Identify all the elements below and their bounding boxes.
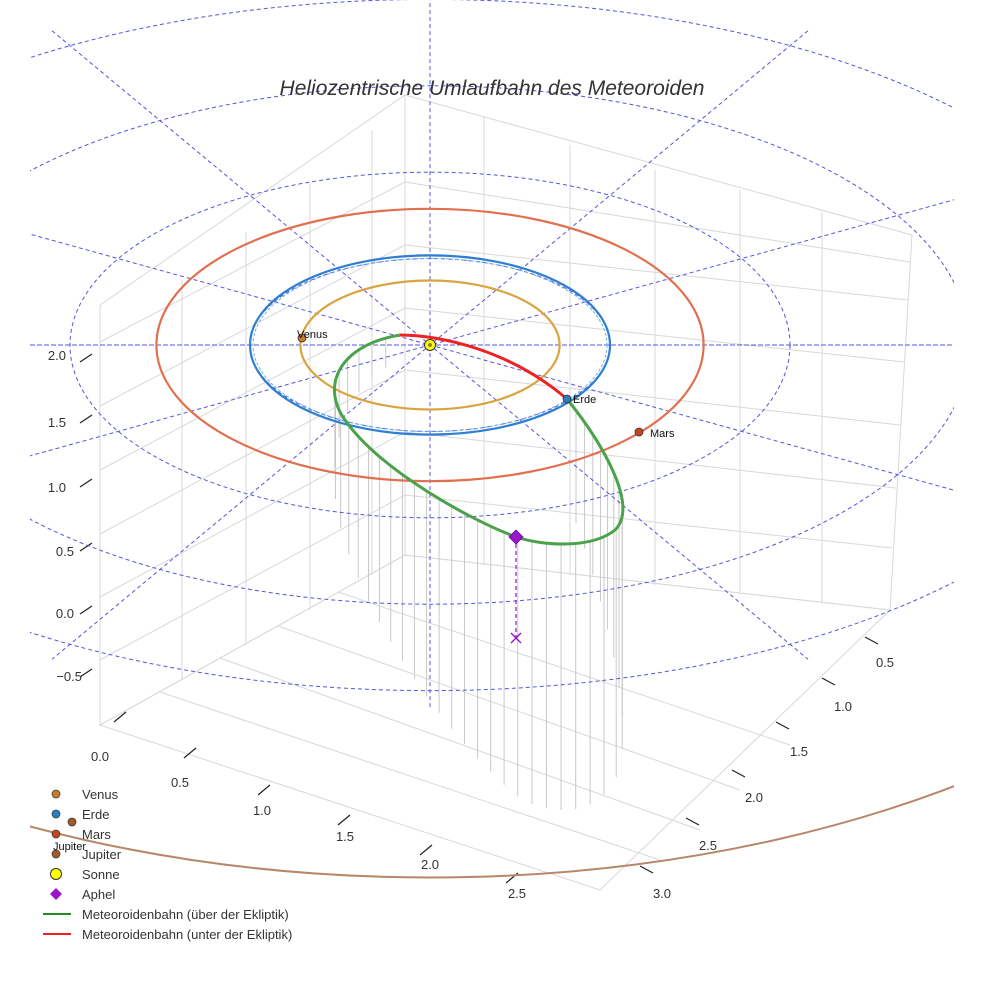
- legend-item: Meteoroidenbahn (über der Ekliptik): [43, 907, 289, 922]
- venus-label: Venus: [297, 329, 328, 341]
- jupiter-label: Jupiter: [53, 841, 86, 853]
- x-tick-label: 1.0: [253, 803, 271, 818]
- earth-marker: [562, 394, 572, 404]
- legend-dot: [51, 809, 61, 819]
- axis-ticks: [79, 353, 879, 884]
- venus-marker: [297, 333, 307, 343]
- z-tick-label: 0.5: [56, 544, 74, 559]
- y-tick-label: 2.5: [699, 838, 717, 853]
- legend-diamond: [50, 888, 62, 900]
- x-tick-label: 0.5: [171, 775, 189, 790]
- z-tick-label: 0.0: [56, 606, 74, 621]
- x-tick-label: 2.5: [508, 886, 526, 901]
- mars-orbit: [155, 207, 705, 483]
- y-tick-label: 3.0: [653, 886, 671, 901]
- box-grid: [98, 94, 913, 891]
- legend-label: Erde: [82, 807, 109, 822]
- z-axis-ticks: 2.0 1.5 1.0 0.5 0.0 −0.5: [48, 348, 82, 684]
- legend-label: Jupiter: [82, 847, 122, 862]
- z-tick-label: 2.0: [48, 348, 66, 363]
- x-tick-label: 2.0: [421, 857, 439, 872]
- y-tick-label: 2.0: [745, 790, 763, 805]
- y-tick-label: 1.5: [790, 744, 808, 759]
- z-tick-label: −0.5: [56, 669, 82, 684]
- y-tick-label: 1.0: [834, 699, 852, 714]
- z-tick-label: 1.0: [48, 480, 66, 495]
- erde-orbit: [248, 254, 612, 436]
- legend-sun: [50, 868, 62, 880]
- legend-item: Sonne: [50, 867, 120, 882]
- aphel-projection-x: [510, 632, 522, 644]
- venus-orbit: [299, 279, 561, 411]
- aphel-marker: [508, 529, 524, 545]
- meteoroid-orbit-above: [333, 333, 625, 546]
- z-tick-label: 1.5: [48, 415, 66, 430]
- legend-label: Meteoroidenbahn (unter der Ekliptik): [82, 927, 292, 942]
- projection-drop-lines: [334, 338, 623, 811]
- earth-orbit-inner: [252, 257, 608, 433]
- legend-item: Venus: [51, 787, 119, 802]
- x-tick-label: 0.0: [91, 749, 109, 764]
- reference-circle: [30, 85, 954, 605]
- chart-title: Heliozentrische Umlaufbahn des Meteoroid…: [280, 77, 705, 100]
- legend-label: Sonne: [82, 867, 120, 882]
- legend-label: Aphel: [82, 887, 115, 902]
- legend-dot: [51, 829, 61, 839]
- y-tick-label: 0.5: [876, 655, 894, 670]
- legend-item: Aphel: [50, 887, 115, 902]
- mars-marker: [634, 427, 644, 437]
- legend-dot: [51, 849, 61, 859]
- jupiter-marker: [67, 817, 77, 827]
- legend-label: Mars: [82, 827, 111, 842]
- earth-label: Erde: [573, 394, 596, 406]
- legend-item: Erde: [51, 807, 109, 822]
- sun-core: [428, 343, 432, 347]
- y-axis-ticks: 0.5 1.0 1.5 2.0 2.5 3.0: [653, 655, 894, 901]
- legend-label: Venus: [82, 787, 119, 802]
- x-tick-label: 1.5: [336, 829, 354, 844]
- legend: VenusErdeMarsJupiterSonneAphelMeteoroide…: [43, 787, 292, 942]
- meteoroid-orbit-below: [399, 333, 568, 401]
- meteoroid-orbit: [333, 333, 625, 546]
- legend-dot: [51, 789, 61, 799]
- legend-item: Mars: [51, 827, 111, 842]
- legend-label: Meteoroidenbahn (über der Ekliptik): [82, 907, 289, 922]
- mars-label: Mars: [650, 428, 675, 440]
- legend-item: Jupiter: [51, 847, 122, 862]
- markers: Venus Erde Mars Jupiter: [53, 329, 675, 853]
- x-axis-ticks: 0.0 0.5 1.0 1.5 2.0 2.5: [91, 749, 526, 901]
- legend-item: Meteoroidenbahn (unter der Ekliptik): [43, 927, 292, 942]
- jupiter-orbit: [30, 784, 954, 879]
- planet-orbits: [30, 207, 954, 879]
